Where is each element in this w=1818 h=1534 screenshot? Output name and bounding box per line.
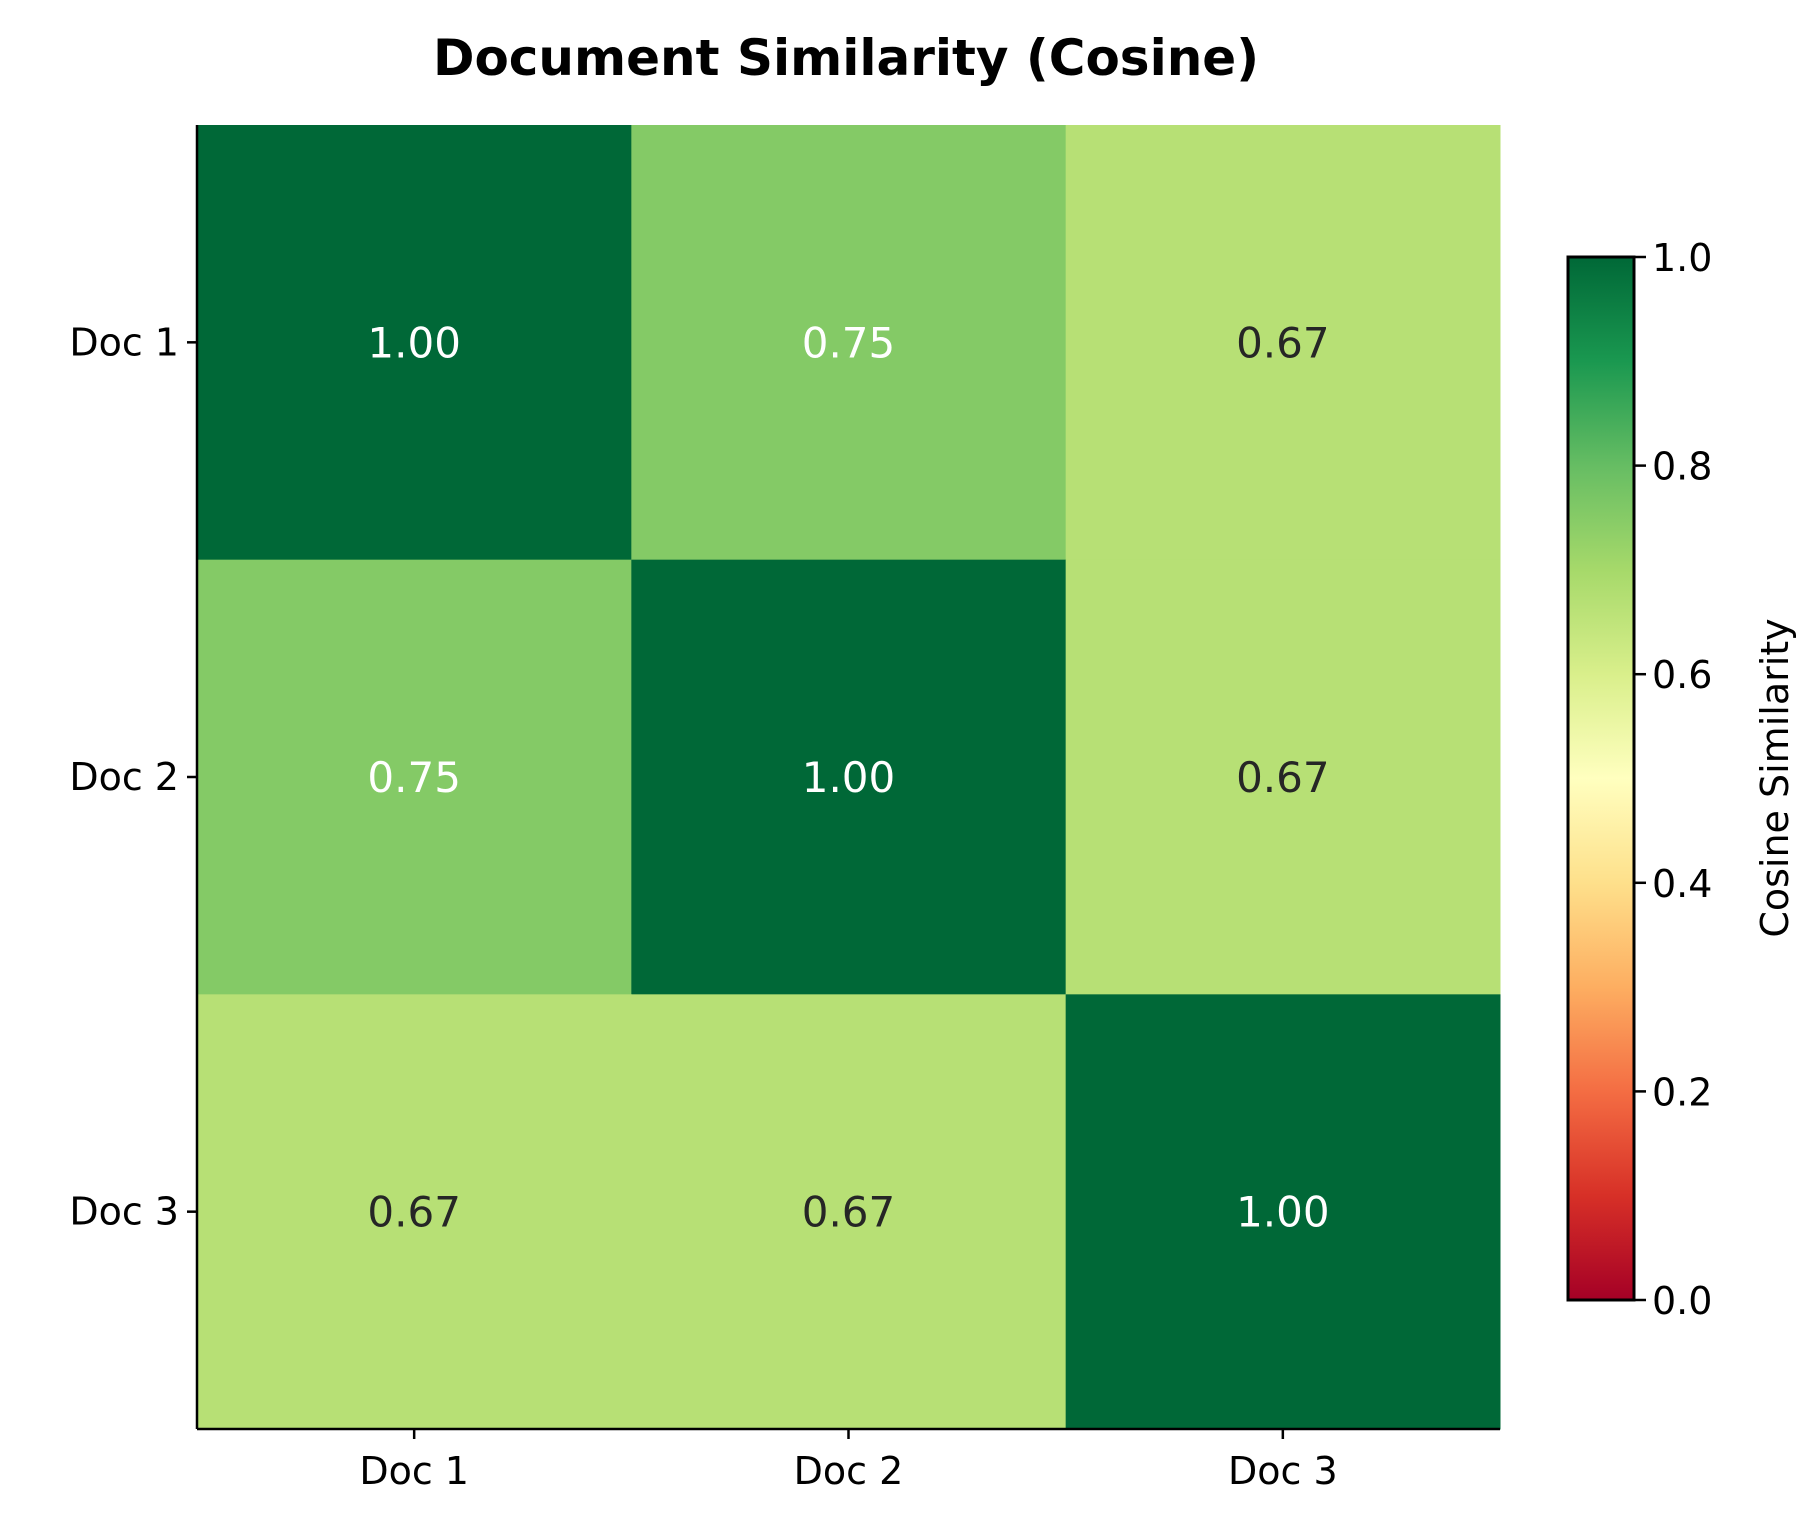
heatmap-cell xyxy=(1065,125,1501,561)
y-tick-label: Doc 2 xyxy=(69,755,179,799)
cell-value-label: 1.00 xyxy=(802,753,896,802)
heatmap-cell xyxy=(197,559,632,995)
cell-value-label: 0.67 xyxy=(1236,318,1330,367)
cell-value-label: 0.75 xyxy=(367,753,461,802)
cell-value-label: 1.00 xyxy=(367,318,461,367)
x-tick-label: Doc 2 xyxy=(794,1449,904,1493)
heatmap-cell xyxy=(631,559,1067,995)
colorbar-tick-label: 1.0 xyxy=(1652,236,1712,280)
heatmap-cell xyxy=(1065,994,1501,1430)
colorbar-tick-label: 0.4 xyxy=(1652,862,1712,906)
colorbar-tick-label: 0.6 xyxy=(1652,653,1712,697)
cell-value-label: 1.00 xyxy=(1236,1188,1330,1237)
cell-value-label: 0.67 xyxy=(1236,753,1330,802)
colorbar-tick-label: 0.0 xyxy=(1652,1279,1712,1323)
colorbar-tick-label: 0.8 xyxy=(1652,445,1712,489)
colorbar: Cosine Similarity 0.0 0.2 0.4 0.6 0.8 1.0 xyxy=(1566,236,1797,1323)
axes: Doc 1 Doc 2 Doc 3 Doc 1 Doc 2 Doc 3 xyxy=(69,125,1500,1493)
chart-title: Document Similarity (Cosine) xyxy=(433,29,1259,87)
heatmap-cell xyxy=(1065,559,1501,995)
colorbar-label: Cosine Similarity xyxy=(1753,618,1797,937)
heatmap-cell xyxy=(197,994,632,1430)
colorbar-tick-label: 0.2 xyxy=(1652,1070,1712,1114)
y-tick-label: Doc 1 xyxy=(69,320,179,364)
cell-value-label: 0.67 xyxy=(367,1188,461,1237)
cell-value-label: 0.67 xyxy=(802,1188,896,1237)
heatmap-cell xyxy=(631,125,1067,561)
cell-value-label: 0.75 xyxy=(802,318,896,367)
heatmap-cell xyxy=(197,125,632,561)
heatmap-cell xyxy=(631,994,1067,1430)
x-tick-label: Doc 3 xyxy=(1228,1449,1338,1493)
y-tick-label: Doc 3 xyxy=(69,1190,179,1234)
colorbar-gradient xyxy=(1566,255,1636,1302)
x-tick-label: Doc 1 xyxy=(359,1449,469,1493)
heatmap-cells: 1.00 0.75 0.67 0.75 1.00 0.67 0.67 0.67 1.00 xyxy=(197,125,1501,1430)
